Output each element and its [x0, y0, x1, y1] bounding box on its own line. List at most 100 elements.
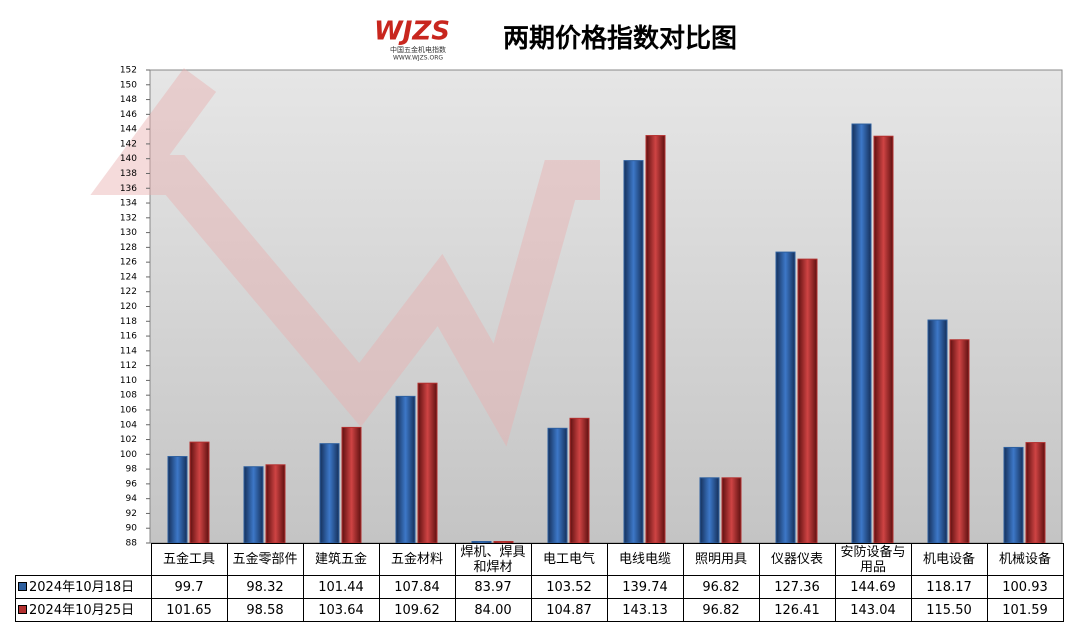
cell-text: 2024年10月18日 — [29, 579, 135, 595]
cell-text: 焊机、焊具和焊材 — [460, 544, 526, 575]
table-cell: 机电设备 — [910, 543, 988, 576]
cell-text: 143.13 — [622, 602, 668, 618]
table-cell: 五金工具 — [150, 543, 228, 576]
cell-text: 101.59 — [1002, 602, 1048, 618]
cell-text: 84.00 — [474, 602, 512, 618]
y-tick-label: 122 — [120, 287, 137, 297]
cell-text: 139.74 — [622, 579, 668, 595]
table-cell: 107.84 — [378, 575, 456, 599]
table-cell: 100.93 — [986, 575, 1064, 599]
y-tick-label: 114 — [120, 346, 137, 356]
y-tick-label: 120 — [120, 302, 137, 312]
y-tick-label: 128 — [120, 243, 137, 253]
bar — [623, 160, 644, 544]
cell-text: 143.04 — [850, 602, 896, 618]
bar — [189, 441, 210, 544]
cell-text: 144.69 — [850, 579, 896, 595]
cell-text: 101.44 — [318, 579, 364, 595]
table-row: 2024年10月25日 101.65 98.58 103.64 109.62 84.00 1… — [15, 598, 1064, 622]
cell-text: 104.87 — [546, 602, 592, 618]
table-cell: 电线电缆 — [606, 543, 684, 576]
table-cell: 2024年10月25日 — [15, 598, 152, 622]
plot-area — [149, 69, 1063, 544]
cell-text: 99.7 — [174, 579, 204, 595]
cell-text: 五金材料 — [390, 552, 443, 567]
cell-text: 103.64 — [318, 602, 364, 618]
table-cell: 144.69 — [834, 575, 912, 599]
cell-text: 96.82 — [702, 602, 740, 618]
cell-text: 100.93 — [1002, 579, 1048, 595]
cell-text: 115.50 — [926, 602, 972, 618]
table-cell: 建筑五金 — [302, 543, 380, 576]
y-tick-label: 110 — [120, 376, 137, 386]
cell-text: 98.32 — [246, 579, 284, 595]
y-tick-label: 140 — [120, 154, 137, 164]
y-tick-label: 90 — [126, 524, 138, 534]
cell-text: 机电设备 — [922, 552, 975, 567]
y-tick-label: 130 — [120, 228, 137, 238]
cell-text: 五金工具 — [162, 552, 215, 567]
bar — [1003, 446, 1024, 544]
bar — [927, 319, 948, 544]
bar — [395, 395, 416, 544]
bar — [265, 464, 286, 544]
cell-text: 2024年10月25日 — [29, 602, 135, 618]
y-tick-label: 102 — [120, 435, 137, 445]
chart-title: 两期价格指数对比图 — [503, 23, 737, 54]
bar — [547, 427, 568, 544]
table-row: 五金工具 五金零部件 建筑五金 五金材料 焊机、焊具和焊材 电工电气 电线电缆 照明用具 仪器仪… — [15, 543, 1064, 576]
table-cell: 109.62 — [378, 598, 456, 622]
table-cell: 机械设备 — [986, 543, 1064, 576]
y-tick-label: 152 — [120, 66, 137, 76]
bar — [243, 466, 264, 544]
table-cell — [15, 543, 152, 576]
table-cell: 83.97 — [454, 575, 532, 599]
y-tick-label: 118 — [120, 317, 137, 327]
bar — [949, 339, 970, 544]
cell-text: 电线电缆 — [618, 552, 671, 567]
data-table: 五金工具 五金零部件 建筑五金 五金材料 焊机、焊具和焊材 电工电气 电线电缆 照明用具 仪器仪… — [15, 543, 1064, 622]
cell-text: 109.62 — [394, 602, 440, 618]
bar — [873, 135, 894, 544]
cell-text: 安防设备与用品 — [840, 544, 906, 575]
cell-text: 107.84 — [394, 579, 440, 595]
cell-text: 电工电气 — [542, 552, 595, 567]
bar — [699, 477, 720, 544]
table-cell: 101.44 — [302, 575, 380, 599]
table-cell: 103.64 — [302, 598, 380, 622]
y-tick-label: 150 — [120, 80, 137, 90]
y-tick-label: 100 — [120, 450, 137, 460]
bar — [1025, 442, 1046, 544]
y-tick-label: 126 — [120, 258, 137, 268]
table-cell: 101.65 — [150, 598, 228, 622]
cell-text: 127.36 — [774, 579, 820, 595]
y-tick-label: 96 — [126, 479, 138, 489]
y-tick-label: 106 — [120, 405, 137, 415]
table-cell: 143.13 — [606, 598, 684, 622]
cell-text: 118.17 — [926, 579, 972, 595]
table-cell: 98.58 — [226, 598, 304, 622]
table-cell: 安防设备与用品 — [834, 543, 912, 576]
cell-text: 83.97 — [474, 579, 512, 595]
y-tick-label: 94 — [126, 494, 138, 504]
cell-text: 101.65 — [166, 602, 212, 618]
cell-text: 建筑五金 — [314, 552, 367, 567]
table-cell: 101.59 — [986, 598, 1064, 622]
logo-subtitle: 中国五金机电指数 — [390, 45, 446, 54]
logo-text: WJZS — [374, 17, 450, 47]
table-cell: 仪器仪表 — [758, 543, 836, 576]
legend-key — [18, 581, 27, 591]
y-tick-label: 132 — [120, 213, 137, 223]
bar — [721, 477, 742, 544]
bar — [851, 123, 872, 544]
cell-text: 五金零部件 — [232, 552, 298, 567]
y-tick-label: 148 — [120, 95, 137, 105]
table-cell: 96.82 — [682, 598, 760, 622]
logo-url: WWW.WJZS.ORG — [393, 55, 443, 62]
cell-text: 仪器仪表 — [770, 552, 823, 567]
y-tick-label: 146 — [120, 110, 137, 120]
table-cell: 139.74 — [606, 575, 684, 599]
y-tick-label: 138 — [120, 169, 137, 179]
